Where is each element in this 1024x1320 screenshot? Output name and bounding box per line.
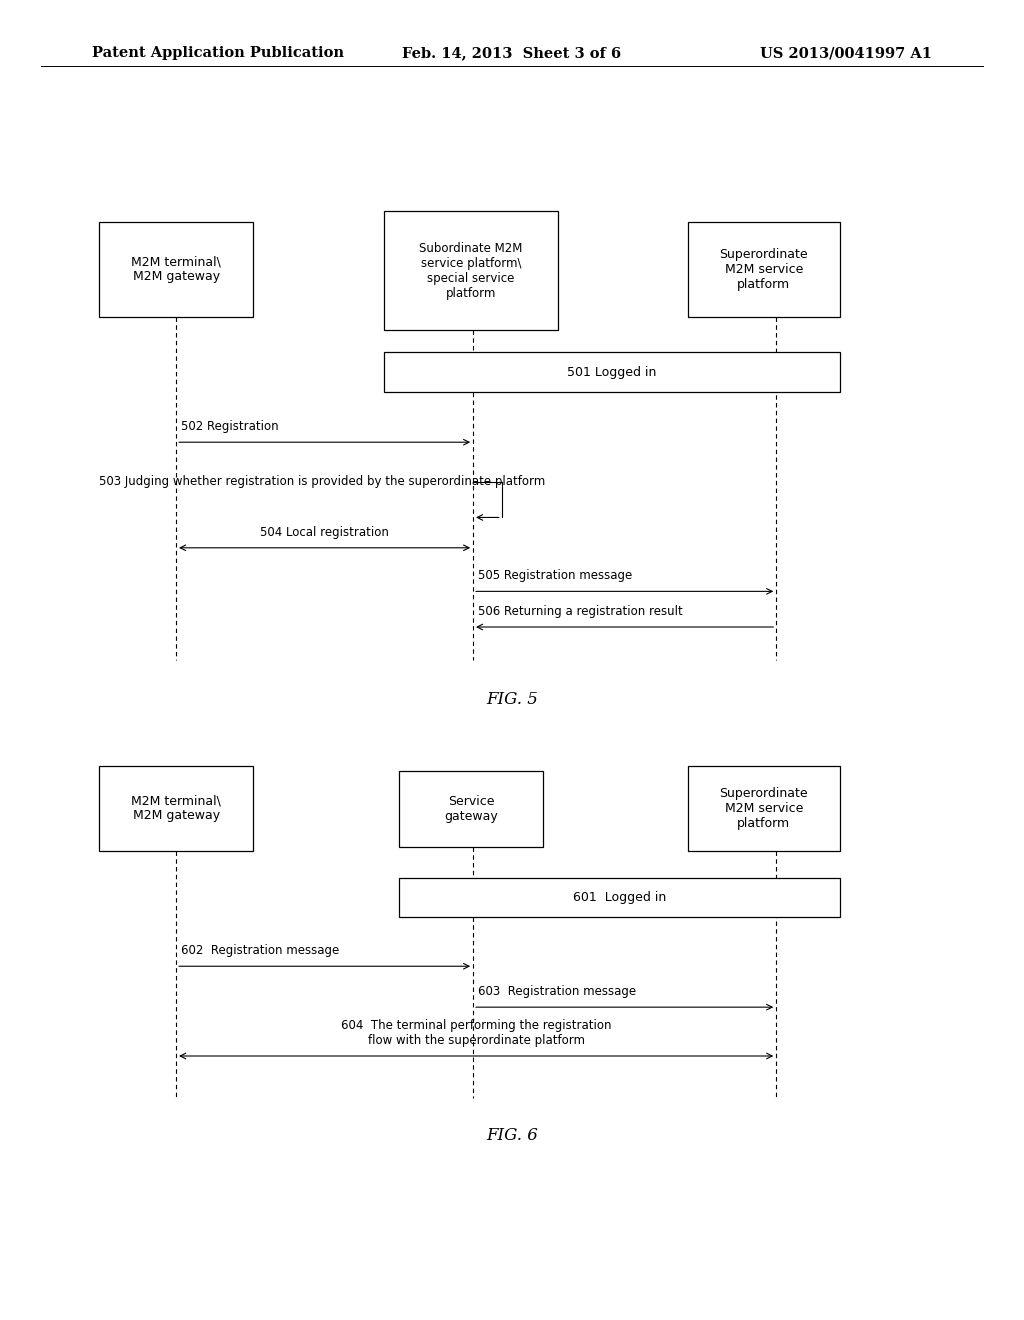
FancyBboxPatch shape <box>384 352 840 392</box>
FancyBboxPatch shape <box>384 211 558 330</box>
Text: 505 Registration message: 505 Registration message <box>478 569 633 582</box>
Text: FIG. 6: FIG. 6 <box>486 1127 538 1143</box>
Text: 501 Logged in: 501 Logged in <box>567 366 656 379</box>
Text: Superordinate
M2M service
platform: Superordinate M2M service platform <box>720 248 808 290</box>
Text: Patent Application Publication: Patent Application Publication <box>92 46 344 61</box>
Text: US 2013/0041997 A1: US 2013/0041997 A1 <box>760 46 932 61</box>
Text: 503 Judging whether registration is provided by the superordinate platform: 503 Judging whether registration is prov… <box>99 475 546 488</box>
Text: Subordinate M2M
service platform\
special service
platform: Subordinate M2M service platform\ specia… <box>420 242 522 300</box>
Text: 506 Returning a registration result: 506 Returning a registration result <box>478 605 683 618</box>
FancyBboxPatch shape <box>399 771 543 847</box>
Text: FIG. 5: FIG. 5 <box>486 692 538 708</box>
Text: M2M terminal\
M2M gateway: M2M terminal\ M2M gateway <box>131 795 221 822</box>
FancyBboxPatch shape <box>99 766 253 851</box>
Text: 502 Registration: 502 Registration <box>181 420 279 433</box>
Text: 504 Local registration: 504 Local registration <box>260 525 389 539</box>
FancyBboxPatch shape <box>688 222 840 317</box>
FancyBboxPatch shape <box>399 878 840 917</box>
Text: Feb. 14, 2013  Sheet 3 of 6: Feb. 14, 2013 Sheet 3 of 6 <box>402 46 622 61</box>
FancyBboxPatch shape <box>99 222 253 317</box>
Text: 603  Registration message: 603 Registration message <box>478 985 636 998</box>
Text: Service
gateway: Service gateway <box>444 795 498 824</box>
Text: 601  Logged in: 601 Logged in <box>572 891 667 904</box>
Text: 602  Registration message: 602 Registration message <box>181 944 340 957</box>
Text: Superordinate
M2M service
platform: Superordinate M2M service platform <box>720 787 808 830</box>
Text: 604  The terminal performing the registration
flow with the superordinate platfo: 604 The terminal performing the registra… <box>341 1019 611 1047</box>
Text: M2M terminal\
M2M gateway: M2M terminal\ M2M gateway <box>131 255 221 284</box>
FancyBboxPatch shape <box>688 766 840 851</box>
